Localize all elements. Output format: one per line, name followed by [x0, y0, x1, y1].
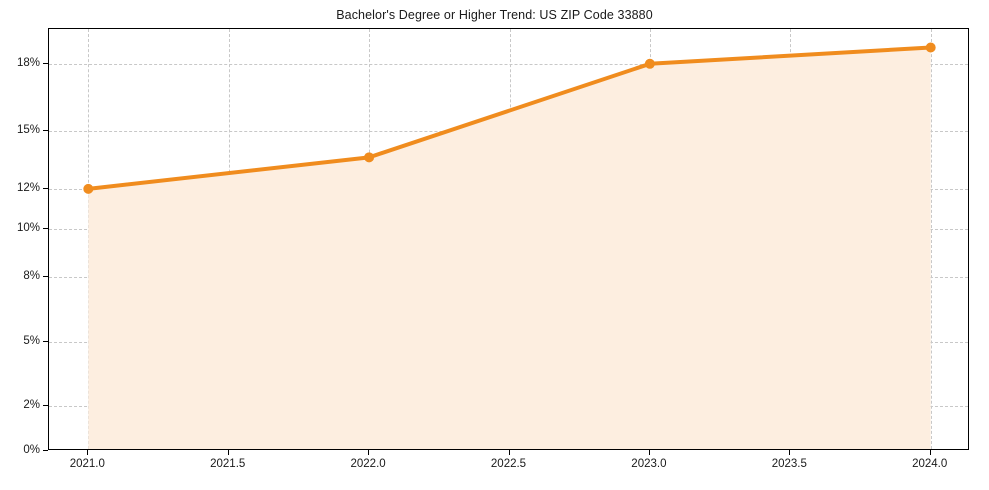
- y-axis-tick-label: 8%: [23, 269, 40, 282]
- series-graphics: [83, 42, 936, 449]
- x-axis-tick-mark: [929, 450, 931, 455]
- x-axis-tick-mark: [508, 450, 510, 455]
- gridline-vertical: [930, 29, 932, 449]
- y-axis-tick-labels: 0% 2% 5% 8% 10% 12% 15% 18%: [0, 0, 40, 490]
- y-axis-tick-mark: [43, 405, 48, 407]
- chart-title: Bachelor's Degree or Higher Trend: US ZI…: [336, 8, 653, 22]
- x-axis-tick-label: 2023.5: [771, 458, 807, 470]
- y-axis-tick-mark: [43, 187, 48, 189]
- y-axis-tick-label: 15%: [16, 124, 40, 137]
- y-axis-tick-label: 5%: [23, 335, 40, 348]
- y-axis-tick-mark: [43, 275, 48, 277]
- y-axis-tick-mark: [43, 341, 48, 343]
- x-axis-tick-mark: [648, 450, 650, 455]
- y-axis-tick-label: 10%: [16, 222, 40, 235]
- plot-area: [48, 28, 969, 450]
- y-axis-tick-mark: [43, 450, 48, 451]
- area-fill: [88, 47, 931, 449]
- x-axis-tick-label: 2022.5: [490, 458, 527, 470]
- x-axis-tick-label: 2022.0: [350, 458, 386, 470]
- y-axis-tick-mark: [43, 130, 48, 132]
- x-axis-tick-label: 2021.5: [210, 458, 246, 470]
- x-axis-tick-mark: [227, 450, 229, 455]
- x-axis-tick-mark: [87, 450, 89, 455]
- trend-line: [86, 45, 933, 191]
- x-axis-tick-mark: [789, 450, 791, 455]
- x-axis-tick-label: 2024.0: [912, 458, 948, 470]
- data-point-markers: [83, 42, 936, 194]
- data-point-marker: [925, 42, 936, 53]
- y-axis-tick-mark: [43, 228, 48, 230]
- y-axis-tick-label: 0%: [23, 444, 40, 456]
- x-axis-tick-mark: [368, 450, 370, 455]
- x-axis-tick-label: 2023.0: [631, 458, 667, 470]
- y-axis-tick-mark: [43, 62, 48, 64]
- y-axis-tick-label: 2%: [23, 399, 40, 412]
- data-point-marker: [83, 183, 94, 194]
- y-axis-tick-label: 12%: [16, 181, 40, 194]
- y-axis-tick-label: 18%: [16, 56, 40, 69]
- x-axis-tick-label: 2021.0: [69, 458, 105, 470]
- y-axis-tick-marks: [43, 0, 49, 490]
- data-point-marker: [364, 152, 375, 163]
- gridline-horizontal: [49, 63, 968, 65]
- data-point-marker: [644, 58, 655, 69]
